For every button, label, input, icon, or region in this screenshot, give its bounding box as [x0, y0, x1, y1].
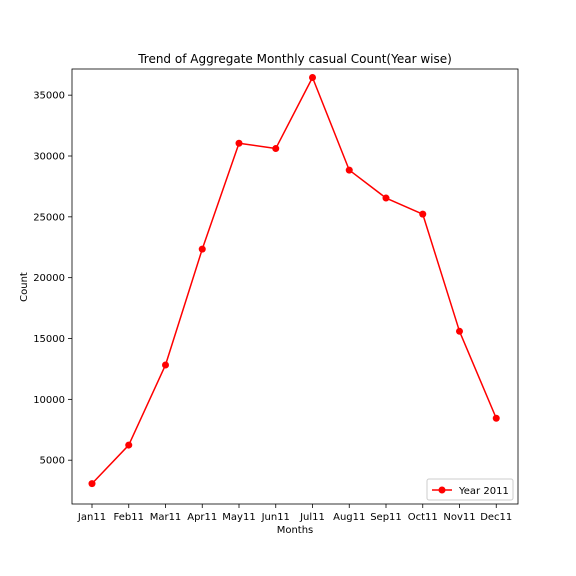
y-tick-label: 15000 — [33, 334, 65, 345]
data-point — [492, 414, 500, 422]
x-tick-label: Sep11 — [370, 512, 402, 523]
legend-box — [426, 478, 514, 501]
data-point — [382, 194, 390, 202]
data-point — [309, 73, 316, 81]
x-tick-label: Nov11 — [443, 512, 475, 523]
x-tick-label: Dec11 — [480, 512, 512, 523]
x-tick-label: May11 — [222, 512, 255, 523]
data-point — [272, 145, 280, 153]
x-tick-label: Apr11 — [187, 512, 217, 523]
plot-area: 5000 10000 15000 20000 25000 30000 35000 Jan11 F… — [33, 68, 519, 523]
x-tick-label: Oct11 — [408, 512, 438, 523]
x-tick-label: Jan11 — [77, 512, 106, 523]
y-tick-label: 10000 — [33, 395, 65, 406]
legend-label: Year 2011 — [458, 486, 509, 497]
y-tick-label: 20000 — [33, 273, 65, 284]
data-point — [88, 480, 96, 488]
data-point — [419, 210, 427, 218]
x-tick-label: Aug11 — [333, 512, 365, 523]
x-tick-label: Mar11 — [150, 512, 182, 523]
legend-point-marker — [438, 486, 446, 494]
y-tick-label: 25000 — [33, 212, 65, 223]
data-point — [345, 166, 353, 174]
x-axis-label: Months — [277, 525, 314, 536]
y-axis-label: Count — [19, 272, 30, 302]
x-tick-label: Jun11 — [261, 512, 290, 523]
y-tick-label: 30000 — [33, 152, 65, 163]
data-point — [235, 139, 243, 147]
plot-frame — [71, 68, 519, 505]
data-point — [125, 441, 133, 449]
y-tick-label: 35000 — [33, 91, 65, 102]
legend: Year 2011 — [426, 478, 514, 501]
x-tick-label: Jul11 — [299, 512, 325, 523]
data-point — [198, 245, 206, 253]
data-point — [162, 361, 169, 369]
x-tick-label: Feb11 — [114, 512, 144, 523]
series-line — [91, 76, 497, 485]
data-point — [456, 327, 463, 335]
chart-title: Trend of Aggregate Monthly casual Count(… — [137, 52, 452, 66]
y-tick-label: 5000 — [40, 456, 65, 467]
